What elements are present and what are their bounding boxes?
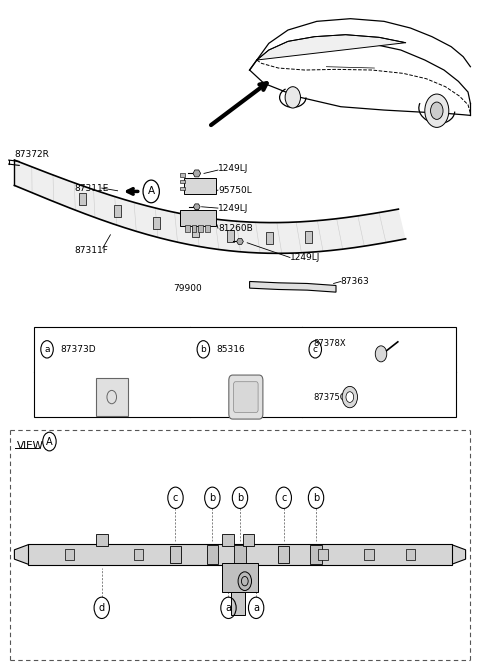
Bar [192,225,199,237]
FancyBboxPatch shape [234,382,258,412]
Text: d: d [99,603,105,613]
FancyBboxPatch shape [229,375,263,419]
Text: a: a [44,345,50,354]
Text: b: b [237,493,243,503]
Bar [134,549,144,560]
Circle shape [431,102,443,119]
Polygon shape [237,239,243,244]
Text: 87363: 87363 [341,277,370,286]
Bar [205,225,210,232]
FancyBboxPatch shape [180,210,216,226]
Bar [278,546,289,563]
Text: c: c [173,493,178,503]
Bar [96,534,108,546]
Text: 87375C: 87375C [314,393,347,402]
FancyBboxPatch shape [34,327,456,417]
Text: 87373D: 87373D [60,345,96,354]
Text: 1249LJ: 1249LJ [290,253,321,262]
Bar [114,205,121,217]
Bar [65,549,74,560]
FancyBboxPatch shape [28,544,452,565]
Text: 87311F: 87311F [74,245,108,255]
Bar [406,549,415,560]
Text: c: c [281,493,287,503]
Text: 85316: 85316 [216,345,245,354]
Polygon shape [14,160,406,253]
Bar [305,231,312,243]
Text: 87372R: 87372R [14,150,49,159]
Polygon shape [250,281,336,292]
Bar [318,549,328,560]
FancyBboxPatch shape [222,563,258,592]
Text: 79900: 79900 [173,283,202,293]
Polygon shape [193,170,201,177]
Bar [192,225,196,232]
Polygon shape [257,35,406,60]
Circle shape [346,392,354,402]
Bar [180,173,185,177]
Bar [227,230,234,242]
Bar [243,534,254,546]
Bar [222,534,234,546]
Text: VIEW: VIEW [17,441,44,451]
Text: a: a [226,603,231,613]
Polygon shape [14,544,29,564]
Text: b: b [201,345,206,354]
Text: a: a [253,603,259,613]
FancyBboxPatch shape [231,592,245,615]
Bar [153,217,160,229]
Circle shape [285,87,300,108]
FancyBboxPatch shape [184,178,216,194]
Text: A: A [148,187,155,196]
Text: c: c [313,345,318,354]
Bar [180,180,185,183]
Bar [266,232,274,244]
Text: A: A [46,437,53,446]
Polygon shape [193,204,200,209]
Bar [185,225,190,232]
Polygon shape [451,544,466,564]
Text: 1249LJ: 1249LJ [218,203,249,213]
Text: 87311E: 87311E [74,183,109,193]
Text: 95750L: 95750L [218,185,252,195]
Bar [206,545,218,564]
Circle shape [238,572,252,590]
Text: b: b [313,493,319,503]
Bar [310,545,322,564]
Text: 81260B: 81260B [218,223,253,233]
Circle shape [425,94,449,127]
Text: 1249LJ: 1249LJ [218,163,249,173]
Bar [180,187,185,190]
Circle shape [342,386,358,408]
Bar [79,193,86,205]
Bar [234,545,246,564]
Bar [364,549,374,560]
Text: 87378X: 87378X [314,339,347,348]
Bar [198,225,203,232]
Bar [170,546,181,563]
Text: b: b [209,493,216,503]
Circle shape [375,346,387,362]
FancyBboxPatch shape [96,378,128,416]
